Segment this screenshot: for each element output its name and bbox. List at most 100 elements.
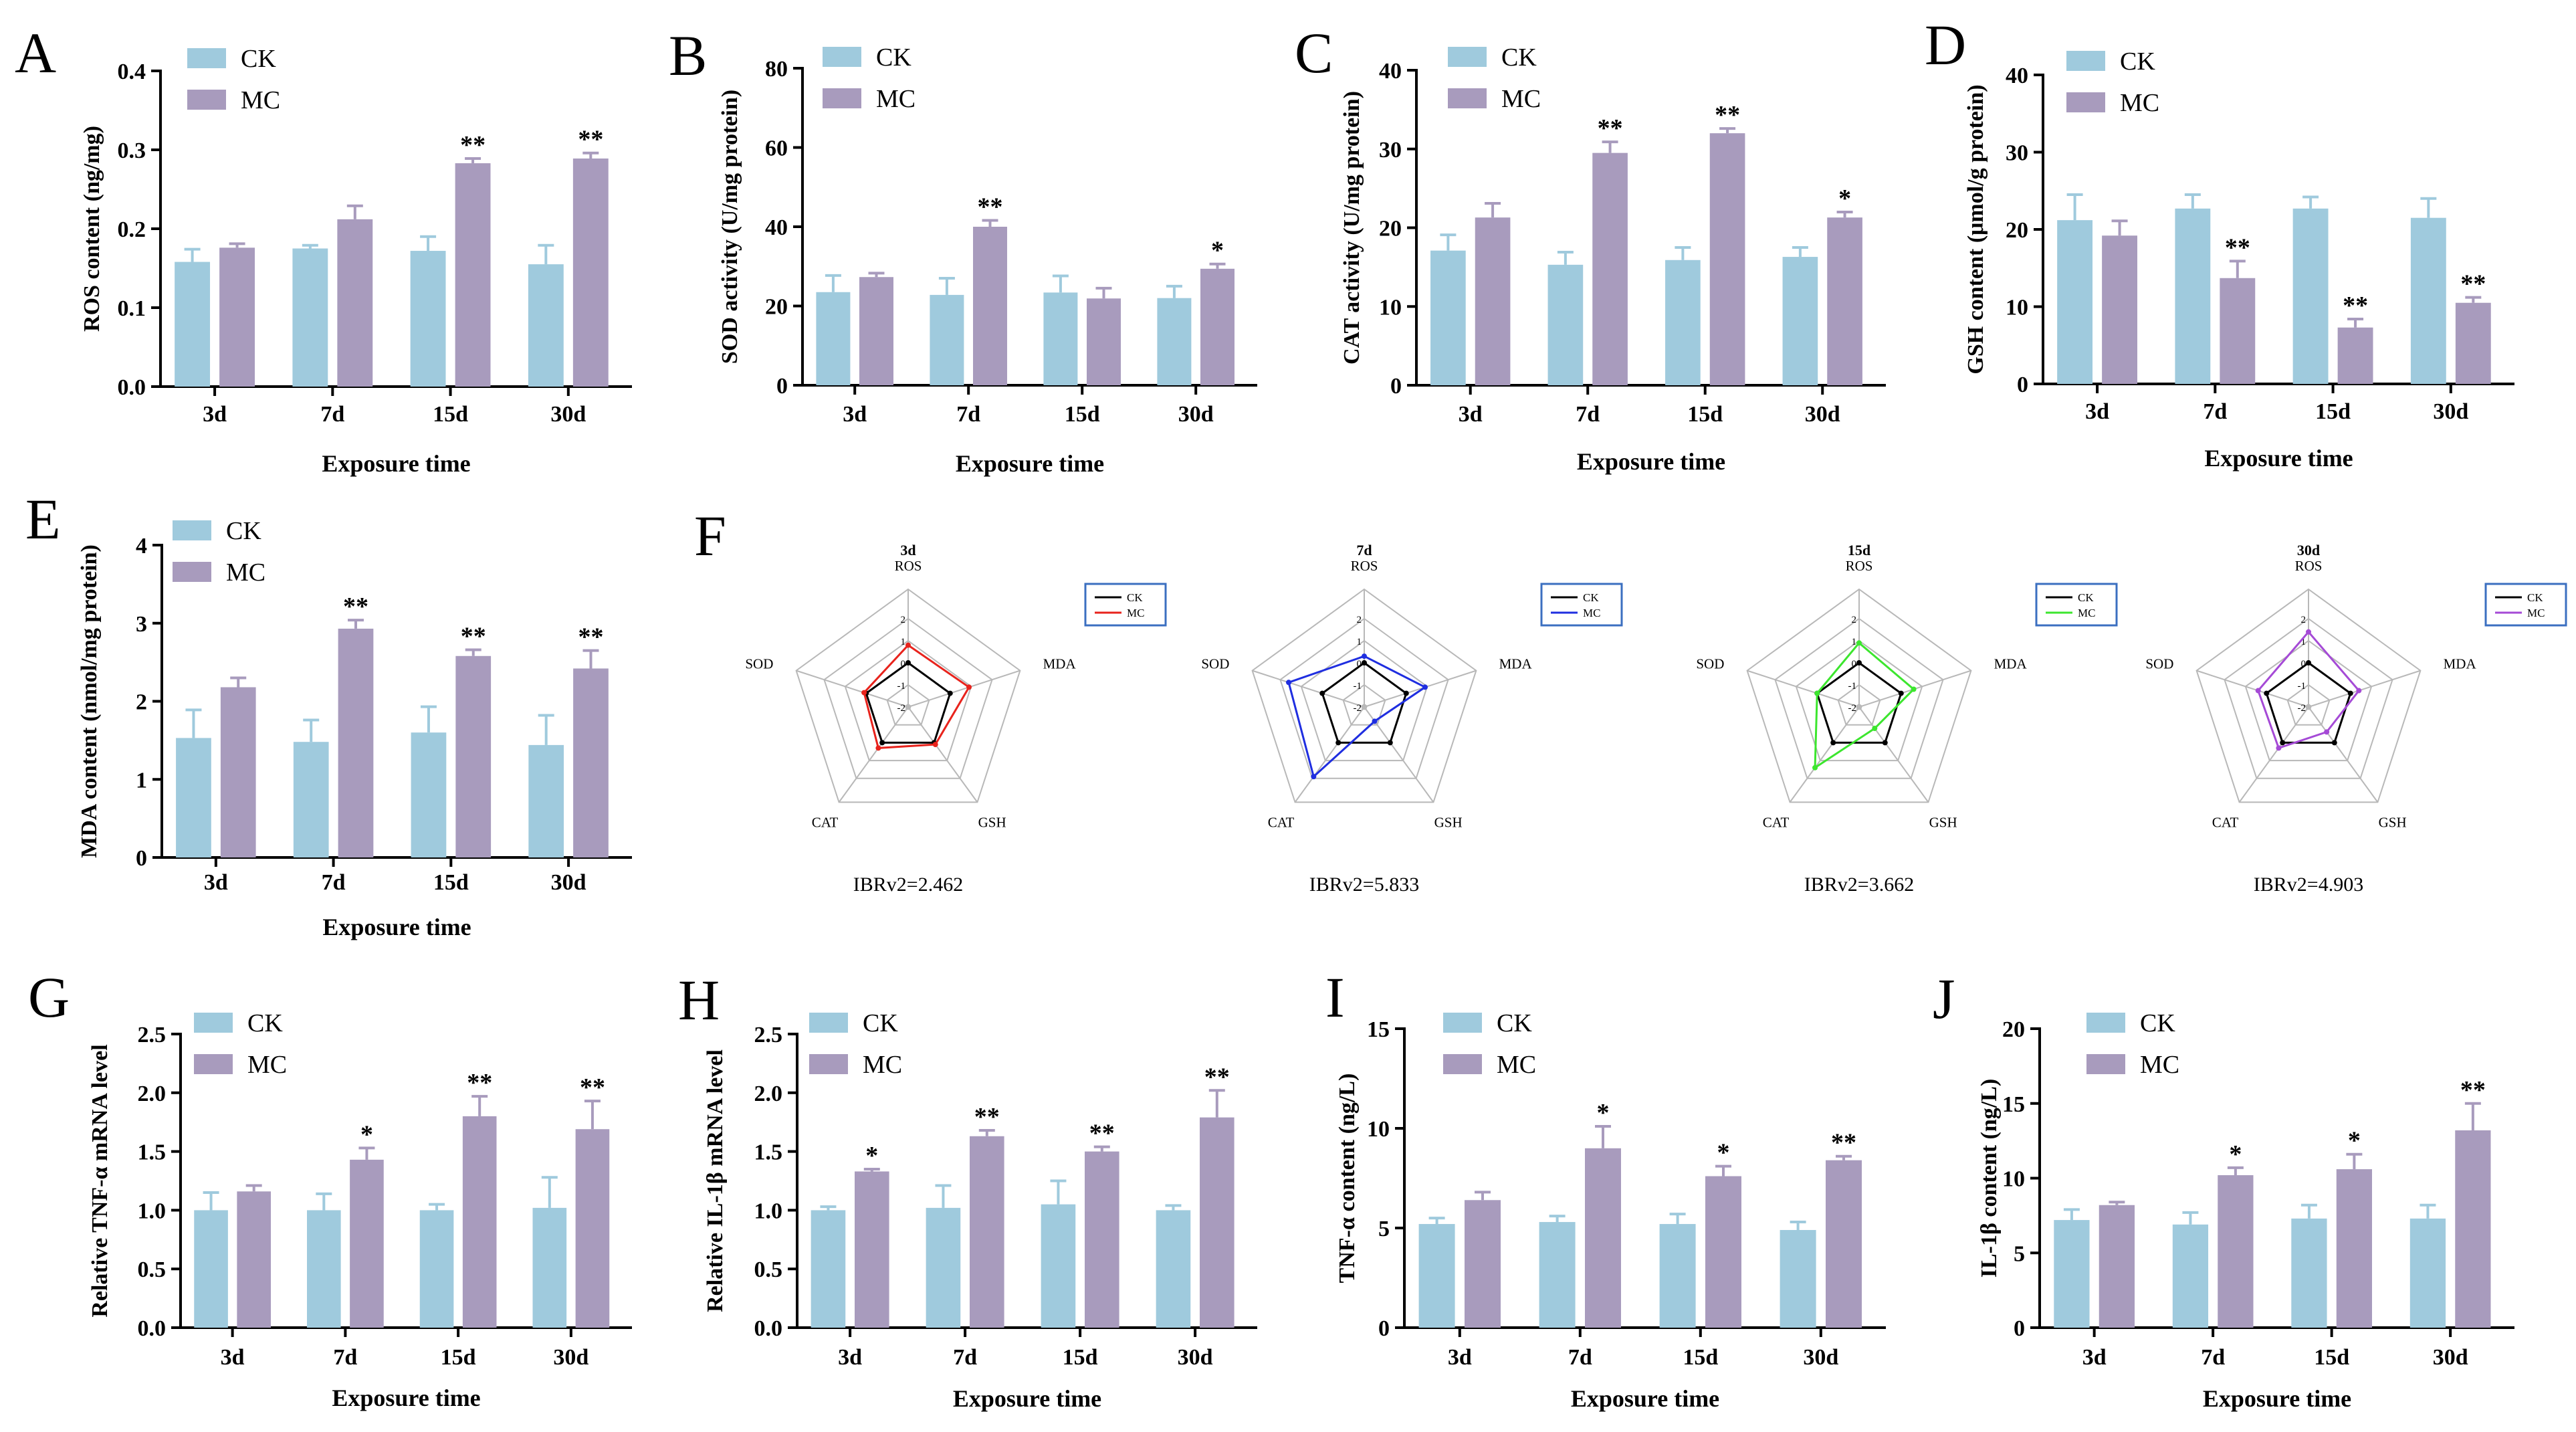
bar-ck [1418,1224,1455,1328]
x-axis-label: Exposure time [322,450,470,477]
radar-axis-label: SOD [2145,655,2173,672]
bar-ck [2054,1220,2090,1328]
radar-point-ck [1856,660,1862,666]
radar-grid [1837,684,1881,726]
y-tick-label: 0 [776,374,788,399]
bar-mc [462,1116,497,1328]
y-tick-label: 1.5 [754,1140,783,1165]
legend-swatch-mc [187,90,226,110]
radar-grid [1279,617,1449,779]
radar-point-ck [2347,690,2353,696]
radar-tick-label: -2 [2298,703,2306,714]
radar-grid [795,588,1021,803]
radar-grid [1746,588,1972,803]
x-tick-label: 3d [203,402,227,427]
panel-letter: D [1925,13,1966,77]
y-axis-label: MDA content (nmol/mg protein) [77,544,102,858]
y-tick-label: 5 [1378,1217,1390,1241]
bar-mc [1200,268,1235,385]
significance-mark: ** [1204,1063,1230,1091]
y-tick-label: 0 [1378,1316,1390,1341]
x-tick-label: 7d [322,870,346,895]
legend-swatch-mc [2086,1054,2125,1074]
bar-mc [350,1159,384,1328]
legend-swatch-ck [823,47,861,67]
radar-tick-label: -1 [1354,681,1362,692]
radar-point-mc [2306,629,2311,635]
radar-point-mc [1311,774,1317,780]
legend-swatch-ck [194,1013,233,1033]
radar-point-ck [1898,690,1904,696]
bar-ck [811,1210,846,1328]
legend-swatch-mc [809,1054,848,1074]
bar-mc [573,668,609,857]
bar-ck [293,742,329,857]
y-tick-label: 0 [1390,374,1402,399]
bar-ck [411,732,447,857]
y-tick-label: 1.0 [138,1199,167,1223]
radar-axis-label: CAT [1268,815,1295,831]
radar-legend-box [1084,583,1167,627]
y-tick-label: 10 [1379,295,1402,320]
radar-chart-7d: 7d 2 1 0 -1 -2 ROS MDA GSH CAT SOD CK MC IBRv2=5.833 [1201,542,1623,896]
y-tick-label: 80 [765,57,788,82]
radar-point-ck [2331,740,2337,746]
radar-legend-label-mc: MC [1583,607,1600,619]
x-tick-label: 3d [843,402,867,427]
panel-letter: H [678,968,720,1032]
bar-ck [1430,250,1466,385]
x-tick-label: 3d [1448,1345,1472,1370]
radar-title: 3d [900,542,916,558]
radar-point-ck [1362,660,1367,666]
y-tick-label: 0.3 [118,138,146,163]
radar-grid [1251,588,1477,803]
y-tick-label: 30 [2006,141,2028,166]
radar-spoke [1858,706,1929,803]
y-tick-label: 10 [2006,296,2028,320]
radar-point-mc [2255,688,2261,694]
y-axis-label: Relative TNF-α mRNA level [88,1044,112,1317]
legend-swatch-ck [1443,1013,1482,1033]
radar-grid [823,617,993,779]
legend-label-mc: MC [2140,1051,2179,1079]
panel-letter: I [1325,965,1345,1029]
bar-mc [2102,235,2137,384]
bar-ck [1539,1222,1576,1328]
radar-point-mc [1911,686,1917,692]
legend-label-ck: CK [2120,47,2155,76]
radar-spoke [2238,706,2309,803]
bar-mc [2455,1130,2491,1328]
bar-ck [175,262,211,387]
radar-point-ck [2264,690,2270,696]
radar-series-mc [1287,655,1427,779]
radar-tick-label: 0 [1852,659,1857,670]
y-axis-label: IL-1β content (ng/L) [1977,1079,2002,1277]
significance-mark: * [2348,1127,2361,1155]
bar-mc [2220,278,2256,384]
y-tick-label: 2 [136,690,147,715]
legend-label-ck: CK [1497,1009,1532,1037]
ibr-value: IBRv2=2.462 [853,874,963,896]
radar-tick-label: 2 [901,615,906,625]
x-tick-label: 7d [1568,1345,1592,1370]
significance-mark: ** [467,1069,492,1097]
significance-mark: * [1211,237,1224,265]
legend-label-mc: MC [241,86,280,114]
x-tick-label: 30d [1178,1345,1213,1370]
y-tick-label: 30 [1379,138,1402,163]
radar-tick-label: -1 [1848,681,1857,692]
radar-chart-30d: 30d 2 1 0 -1 -2 ROS MDA GSH CAT SOD CK MC IBRv2=4.903 [2145,542,2567,896]
legend-swatch-mc [2066,92,2105,112]
radar-series-ck [1321,661,1408,744]
y-tick-label: 0.4 [118,60,146,84]
radar-tick-label: 0 [2301,659,2306,670]
legend-swatch-mc [1448,88,1487,108]
radar-legend-label-ck: CK [2078,591,2094,604]
legend-label-ck: CK [863,1009,898,1037]
radar-grid [2244,639,2373,762]
significance-mark: ** [2460,1076,2486,1104]
radar-point-ck [1387,740,1393,746]
radar-spoke [907,670,1021,708]
x-tick-label: 15d [1683,1345,1718,1370]
